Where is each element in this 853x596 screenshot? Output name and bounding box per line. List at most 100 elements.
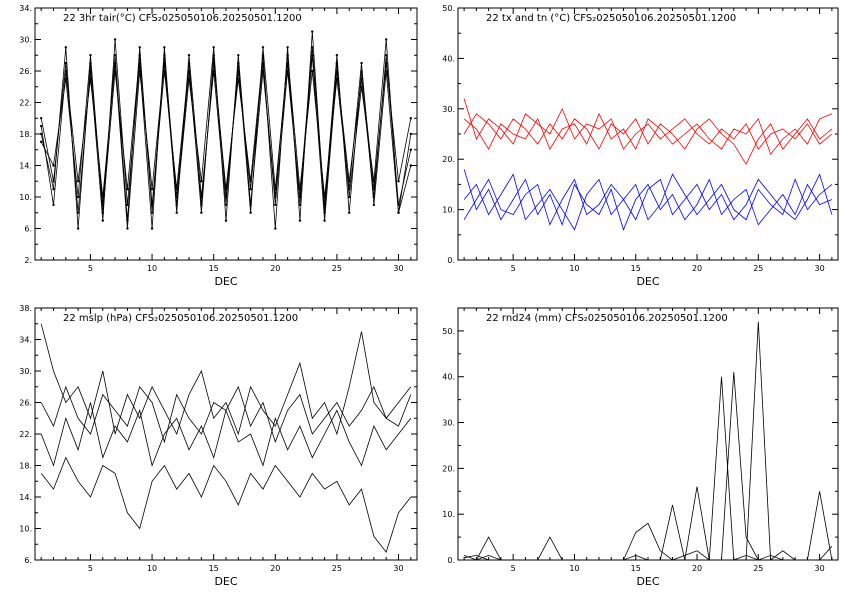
x-tick-label: 20 [270, 264, 280, 273]
data-point [39, 140, 43, 144]
data-point [89, 77, 92, 81]
data-point [224, 203, 228, 207]
data-point [274, 203, 277, 207]
data-point [39, 117, 43, 120]
data-point [138, 46, 141, 49]
y-tick-label: 20. [442, 464, 455, 473]
data-point [384, 38, 388, 41]
data-point [76, 195, 80, 199]
y-tick-label: 0. [447, 256, 455, 265]
data-point [348, 187, 351, 191]
data-point [323, 203, 326, 207]
data-point [89, 69, 92, 73]
data-point [175, 203, 178, 207]
data-point [286, 69, 289, 73]
data-point [187, 77, 191, 81]
data-point [261, 69, 265, 73]
data-point [52, 203, 55, 207]
data-point [113, 54, 117, 57]
y-tick-label: 10. [442, 510, 455, 519]
x-tick-label: 5 [511, 564, 516, 573]
data-point [274, 195, 277, 199]
data-point [64, 46, 68, 49]
y-tick-label: 10. [19, 525, 32, 534]
x-tick-label: 20 [692, 564, 702, 573]
x-tick-label: 15 [209, 564, 219, 573]
y-tick-label: 10. [19, 193, 32, 202]
data-point [212, 46, 215, 49]
y-tick-label: 30. [19, 367, 32, 376]
data-point [224, 219, 228, 222]
chart-title: 22 rnd24 (mm) CFS₂025050106.20250501.120… [486, 313, 728, 324]
data-point [76, 180, 80, 183]
data-point [360, 61, 363, 65]
series-line-4 [463, 169, 833, 232]
data-point [397, 180, 400, 183]
data-point [311, 69, 314, 73]
chart-panel-1: 5 10 15 20 25 30 2. 6. 10. 14. 18. 22. 26. 30. 34. DEC 2… [19, 4, 418, 288]
data-point [39, 124, 43, 128]
x-tick-label: 15 [631, 264, 641, 273]
data-point [249, 203, 252, 207]
data-point [163, 61, 166, 65]
y-tick-label: 18. [19, 462, 32, 471]
chart-title: 22 mslp (hPa) CFS₂025050106.20250501.120… [63, 313, 298, 324]
data-point [224, 195, 228, 199]
y-tick-label: 14. [19, 162, 32, 171]
data-point [335, 69, 339, 73]
data-point [138, 54, 141, 57]
data-point [237, 54, 240, 57]
data-point [52, 164, 55, 167]
data-point [298, 195, 302, 199]
y-tick-label: 40. [442, 373, 455, 382]
data-point [323, 219, 326, 222]
data-point [372, 203, 376, 207]
data-point [52, 180, 55, 183]
chart-panel-3: 5 10 15 20 25 30 6. 10. 14. 18. 22. 26. 30. 34. 38. DEC… [19, 304, 418, 588]
data-point [150, 203, 154, 207]
x-axis-label: DEC [214, 275, 237, 288]
series-line-5 [463, 173, 833, 231]
data-point [261, 61, 265, 65]
data-point [76, 211, 80, 214]
y-tick-label: 2. [24, 256, 32, 265]
y-tick-label: 18. [19, 130, 32, 139]
series-line-1 [463, 98, 833, 150]
data-point [101, 211, 104, 214]
data-point [39, 132, 43, 136]
y-tick-label: 38. [19, 304, 32, 313]
data-point [249, 211, 252, 214]
data-point [261, 46, 265, 49]
y-tick-label: 20. [442, 155, 455, 164]
data-point [409, 132, 413, 136]
y-tick-label: 30. [442, 419, 455, 428]
data-point [113, 61, 117, 65]
data-point [409, 148, 413, 151]
data-point [372, 187, 376, 191]
series-line-1 [40, 323, 412, 436]
data-point [409, 164, 413, 167]
data-point [150, 227, 154, 230]
x-axis-label: DEC [214, 575, 237, 588]
data-point [311, 46, 314, 49]
data-point [298, 187, 302, 191]
data-point [126, 227, 129, 230]
chart-panel-2: 5 10 15 20 25 30 0. 10. 20. 30. 40. 50. DEC 22 tx and… [442, 4, 839, 288]
x-axis-label: DEC [636, 575, 659, 588]
x-tick-label: 10 [147, 264, 157, 273]
data-point [249, 187, 252, 191]
data-point [138, 69, 141, 73]
y-tick-label: 34. [19, 336, 32, 345]
series-line-2 [463, 112, 833, 156]
data-point [274, 227, 277, 230]
data-point [348, 195, 351, 199]
x-tick-label: 15 [209, 264, 219, 273]
x-tick-label: 20 [270, 564, 280, 573]
data-point [163, 46, 166, 49]
data-point [397, 211, 400, 214]
series-line-4 [40, 385, 412, 444]
x-tick-label: 30 [393, 264, 403, 273]
data-point [126, 203, 129, 207]
series-line-4 [463, 504, 833, 561]
